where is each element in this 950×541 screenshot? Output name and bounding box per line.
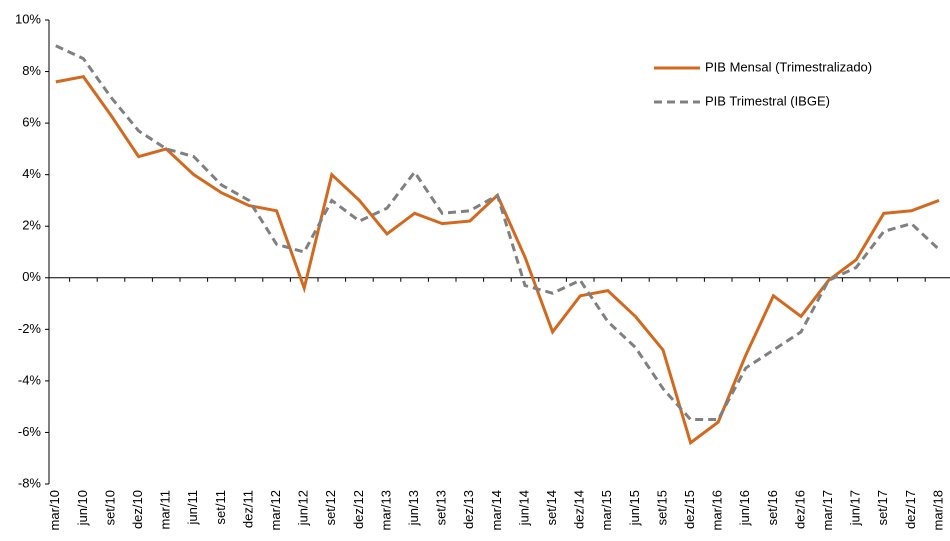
- x-tick-label: set/17: [875, 490, 890, 525]
- x-tick-label: mar/10: [47, 490, 62, 530]
- y-tick-label: 0%: [22, 269, 41, 284]
- series-line: [55, 44, 941, 422]
- y-tick-label: 2%: [22, 218, 41, 233]
- x-tick-label: set/15: [654, 490, 669, 525]
- x-tick-label: jun/15: [627, 490, 642, 526]
- x-tick-label: mar/12: [268, 490, 283, 530]
- x-tick-label: dez/15: [682, 490, 697, 529]
- x-tick-label: set/10: [102, 490, 117, 525]
- x-tick-label: dez/12: [351, 490, 366, 529]
- x-tick-label: jun/17: [848, 490, 863, 526]
- legend-label: PIB Mensal (Trimestralizado): [705, 59, 872, 74]
- x-tick-label: mar/16: [710, 490, 725, 530]
- legend-label: PIB Trimestral (IBGE): [705, 93, 830, 108]
- x-tick-label: mar/18: [930, 490, 945, 530]
- x-tick-label: jun/12: [296, 490, 311, 526]
- x-tick-label: set/13: [434, 490, 449, 525]
- x-tick-label: jun/11: [185, 490, 200, 525]
- y-tick-label: 6%: [22, 115, 41, 130]
- x-tick-label: set/14: [544, 490, 559, 525]
- x-tick-label: dez/17: [903, 490, 918, 529]
- x-tick-label: jun/16: [737, 490, 752, 526]
- x-tick-label: set/11: [213, 490, 228, 524]
- x-tick-label: dez/11: [240, 490, 255, 528]
- x-tick-label: mar/15: [599, 490, 614, 530]
- x-tick-label: mar/14: [489, 490, 504, 530]
- y-tick-label: -6%: [18, 424, 42, 439]
- x-tick-label: jun/13: [406, 490, 421, 526]
- y-tick-label: -8%: [18, 475, 42, 490]
- x-tick-label: mar/17: [820, 490, 835, 530]
- x-tick-label: set/16: [765, 490, 780, 525]
- x-tick-label: jun/10: [75, 490, 90, 526]
- y-tick-label: -2%: [18, 321, 42, 336]
- y-tick-label: -4%: [18, 372, 42, 387]
- x-tick-label: dez/13: [461, 490, 476, 529]
- x-tick-label: dez/14: [572, 490, 587, 529]
- y-tick-label: 4%: [22, 166, 41, 181]
- x-tick-label: dez/16: [792, 490, 807, 529]
- x-tick-label: set/12: [323, 490, 338, 525]
- x-tick-label: mar/11: [158, 490, 173, 530]
- x-tick-label: mar/13: [378, 490, 393, 530]
- series-line: [55, 75, 940, 446]
- x-tick-label: jun/14: [516, 490, 531, 526]
- x-tick-label: dez/10: [130, 490, 145, 529]
- y-tick-label: 8%: [22, 63, 41, 78]
- y-tick-label: 10%: [15, 11, 41, 26]
